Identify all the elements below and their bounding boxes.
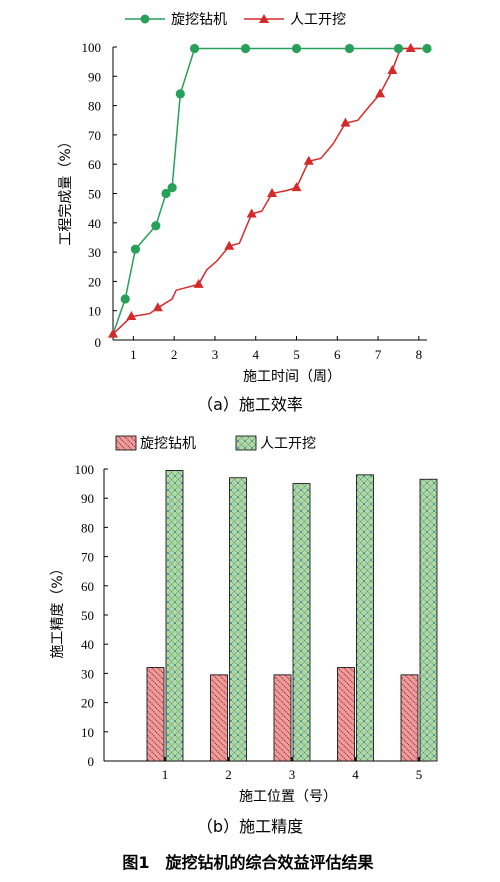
data-point-series-2 (246, 208, 257, 218)
data-point-series-1 (240, 43, 251, 54)
data-point-series-2 (291, 182, 302, 192)
data-point-series-2 (303, 155, 314, 165)
data-point-series-1 (151, 221, 161, 231)
y-tick-label-b: 80 (81, 520, 94, 535)
y-axis-title-a: 工程完成量（%） (58, 134, 74, 245)
bar-chart-precision: 旋挖钻机 人工开挖 0 10 20 30 40 50 60 70 80 90 100 1 2 3 4 5 施工… (50, 435, 438, 836)
legend-green-marker (140, 14, 150, 24)
data-point-series-2 (340, 117, 351, 127)
data-point-series-2 (267, 188, 278, 197)
x-tick-label-b: 5 (416, 767, 423, 782)
bar-series-1 (146, 667, 165, 762)
x-axis-title-b: 施工位置（号） (239, 789, 337, 805)
figure-caption: 图1 旋挖钻机的综合效益评估结果 (122, 853, 373, 872)
data-point-series-1 (189, 43, 200, 54)
series-line-2 (112, 47, 421, 335)
legend-label-series-2: 人工开挖 (290, 12, 346, 28)
x-tick-label-b: 1 (162, 767, 169, 782)
data-point-series-2 (224, 240, 235, 250)
data-point-series-1 (120, 294, 130, 304)
y-tick-label-a: 90 (88, 69, 101, 84)
y-tick-label-a: 30 (88, 245, 101, 260)
data-point-series-2 (375, 88, 386, 98)
x-axis-title-a: 施工时间（周） (243, 369, 341, 385)
x-tick-label-a: 4 (252, 347, 259, 362)
y-tick-label-a: 100 (82, 40, 102, 55)
x-tick-label-a: 8 (416, 347, 423, 362)
data-point-series-1 (344, 43, 355, 54)
bar-series-2 (292, 483, 311, 762)
y-tick-label-b: 40 (81, 637, 94, 652)
caption-a: （a）施工效率 (197, 395, 303, 414)
x-tick-label-a: 2 (171, 347, 178, 362)
data-point-series-1 (161, 188, 171, 199)
bar-series-2 (165, 470, 184, 762)
y-tick-label-a: 20 (88, 274, 101, 289)
data-point-series-1 (175, 89, 185, 99)
data-point-series-1 (422, 43, 432, 54)
origin-label-a: 0 (95, 335, 102, 350)
x-tick-label-b: 3 (289, 767, 296, 782)
data-point-series-2 (152, 302, 163, 312)
bar-series-1 (400, 674, 419, 762)
data-point-series-1 (167, 183, 177, 193)
line-chart-efficiency: 旋挖钻机 人工开挖 1 2 3 4 5 6 7 8102030405060708090100 … (58, 12, 432, 414)
y-tick-label-a: 80 (88, 99, 101, 114)
x-tick-label-a: 1 (130, 347, 137, 362)
y-tick-label-b: 30 (81, 666, 94, 681)
y-tick-label-a: 40 (88, 216, 101, 231)
y-tick-label-a: 70 (88, 128, 101, 143)
y-tick-label-b: 100 (75, 462, 95, 477)
y-tick-label-b: 10 (81, 725, 94, 740)
x-tick-label-a: 6 (334, 347, 341, 362)
legend-red-swatch (115, 435, 137, 451)
chart-a-legend: 旋挖钻机 人工开挖 (125, 12, 346, 28)
bar-series-2 (419, 478, 438, 762)
legend-label-bar-series-1: 旋挖钻机 (140, 436, 196, 452)
caption-b: （b）施工精度 (197, 817, 303, 836)
y-tick-label-a: 50 (88, 187, 101, 202)
y-axis-title-b: 施工精度（%） (50, 561, 66, 658)
bar-series-1 (273, 674, 292, 762)
data-point-series-1 (291, 43, 302, 54)
data-point-series-1 (393, 43, 404, 54)
y-tick-label-b: 90 (81, 491, 94, 506)
bar-series-1 (210, 674, 228, 762)
y-tick-label-b: 50 (81, 608, 94, 623)
data-point-series-1 (130, 244, 141, 254)
data-point-series-2 (108, 328, 118, 338)
y-tick-label-b: 0 (88, 754, 95, 769)
data-point-series-2 (387, 64, 398, 74)
legend-red-marker (259, 14, 269, 23)
bar-series-2 (356, 474, 374, 762)
x-tick-label-b: 2 (225, 767, 232, 782)
y-tick-label-b: 20 (81, 696, 94, 711)
data-point-series-2 (126, 311, 137, 321)
data-point-series-2 (193, 278, 204, 288)
legend-label-bar-series-2: 人工开挖 (260, 436, 316, 452)
bar-series-1 (337, 667, 355, 762)
x-tick-label-a: 7 (375, 347, 382, 362)
y-tick-label-a: 10 (88, 304, 101, 319)
bar-series-2 (229, 477, 247, 762)
chart-b-legend: 旋挖钻机 人工开挖 (115, 435, 316, 452)
data-point-series-2 (405, 42, 416, 52)
y-tick-label-b: 60 (81, 579, 94, 594)
x-tick-label-a: 5 (293, 347, 300, 362)
legend-label-series-1: 旋挖钻机 (171, 12, 227, 28)
x-tick-label-a: 3 (212, 347, 219, 362)
legend-green-swatch (235, 435, 257, 451)
y-tick-label-b: 70 (81, 550, 94, 565)
y-tick-label-a: 60 (88, 157, 101, 172)
x-tick-label-b: 4 (352, 767, 359, 782)
